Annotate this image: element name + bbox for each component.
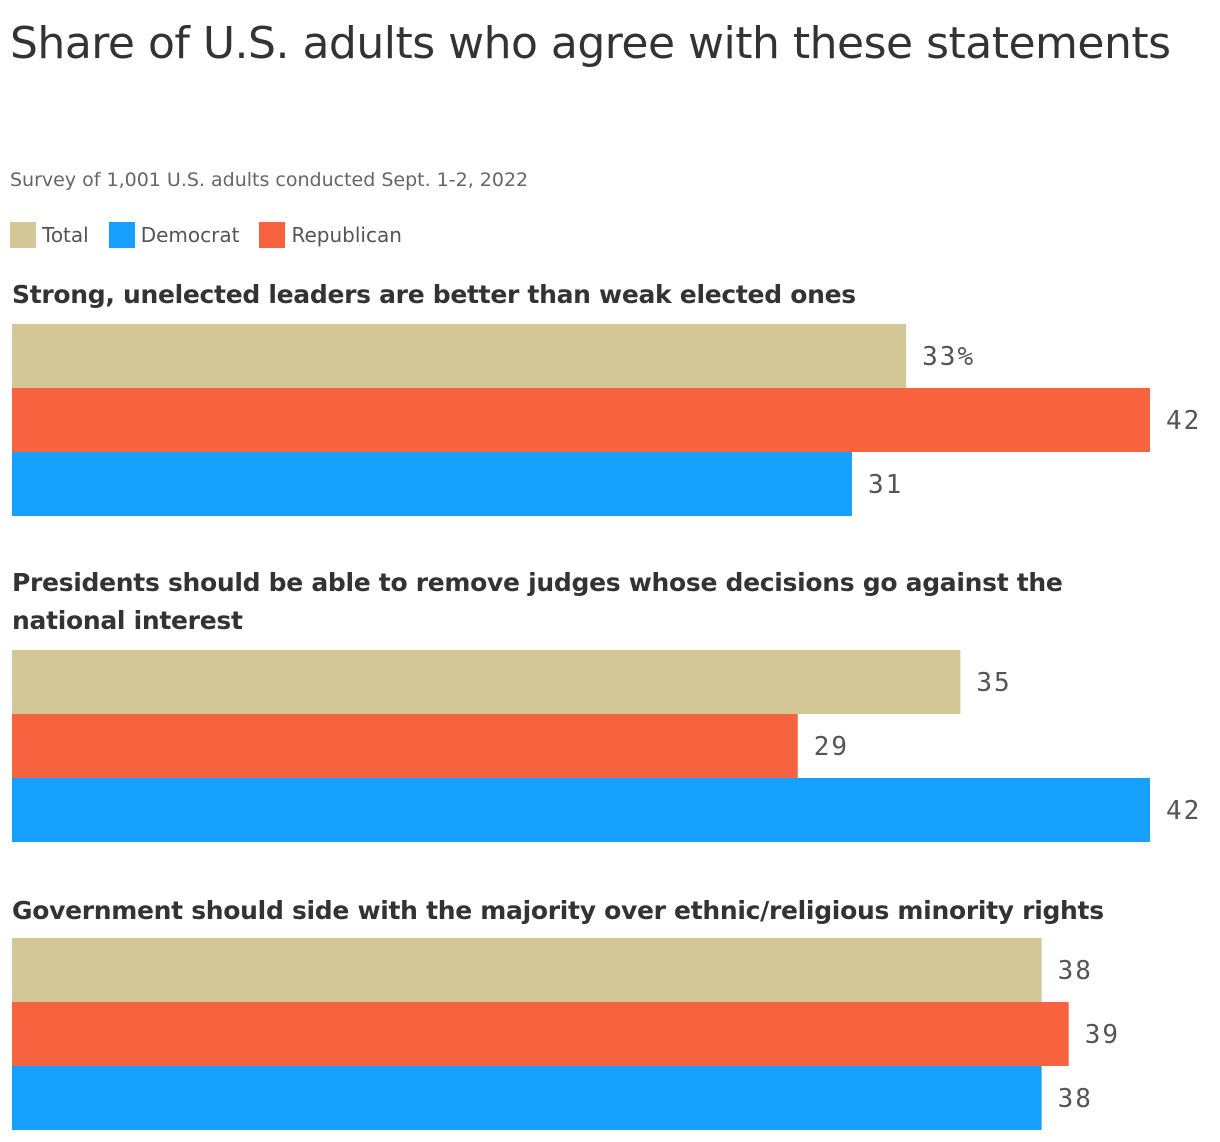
legend-label-democrat: Democrat xyxy=(140,223,240,247)
bar-group2-democrat xyxy=(12,778,1150,842)
legend-item-total: Total xyxy=(10,222,89,248)
legend-swatch-total xyxy=(10,222,36,248)
legend: Total Democrat Republican xyxy=(10,222,422,248)
legend-item-republican: Republican xyxy=(259,222,402,248)
bar-group3-total xyxy=(12,938,1042,1002)
chart-title: Share of U.S. adults who agree with thes… xyxy=(10,18,1171,69)
value-label-group2-republican: 29 xyxy=(814,732,849,762)
value-label-group3-total: 38 xyxy=(1058,956,1093,986)
bar-group3-democrat xyxy=(12,1066,1042,1130)
group-label-1: Strong, unelected leaders are better tha… xyxy=(12,280,856,309)
value-label-group3-democrat: 38 xyxy=(1058,1084,1093,1114)
bar-group3-republican xyxy=(12,1002,1069,1066)
value-label-group2-total: 35 xyxy=(976,668,1011,698)
bar-group1-democrat xyxy=(12,452,852,516)
bar-group1-total xyxy=(12,324,907,388)
value-label-group1-democrat: 31 xyxy=(868,470,903,500)
bar-group1-republican xyxy=(12,388,1150,452)
value-label-group1-total: 33% xyxy=(922,342,975,372)
group-label-2: Presidents should be able to remove judg… xyxy=(12,568,1063,635)
chart-subtitle: Survey of 1,001 U.S. adults conducted Se… xyxy=(10,169,529,191)
legend-swatch-democrat xyxy=(108,222,135,248)
legend-label-total: Total xyxy=(42,223,89,247)
legend-item-democrat: Democrat xyxy=(108,222,240,248)
value-label-group2-democrat: 42 xyxy=(1166,796,1201,826)
legend-swatch-republican xyxy=(259,222,286,248)
value-label-group3-republican: 39 xyxy=(1085,1020,1120,1050)
group-label-3: Government should side with the majority… xyxy=(12,896,1104,925)
legend-label-republican: Republican xyxy=(291,223,402,247)
bar-group2-total xyxy=(12,650,961,714)
bar-group2-republican xyxy=(12,714,798,778)
value-label-group1-republican: 42 xyxy=(1166,406,1201,436)
